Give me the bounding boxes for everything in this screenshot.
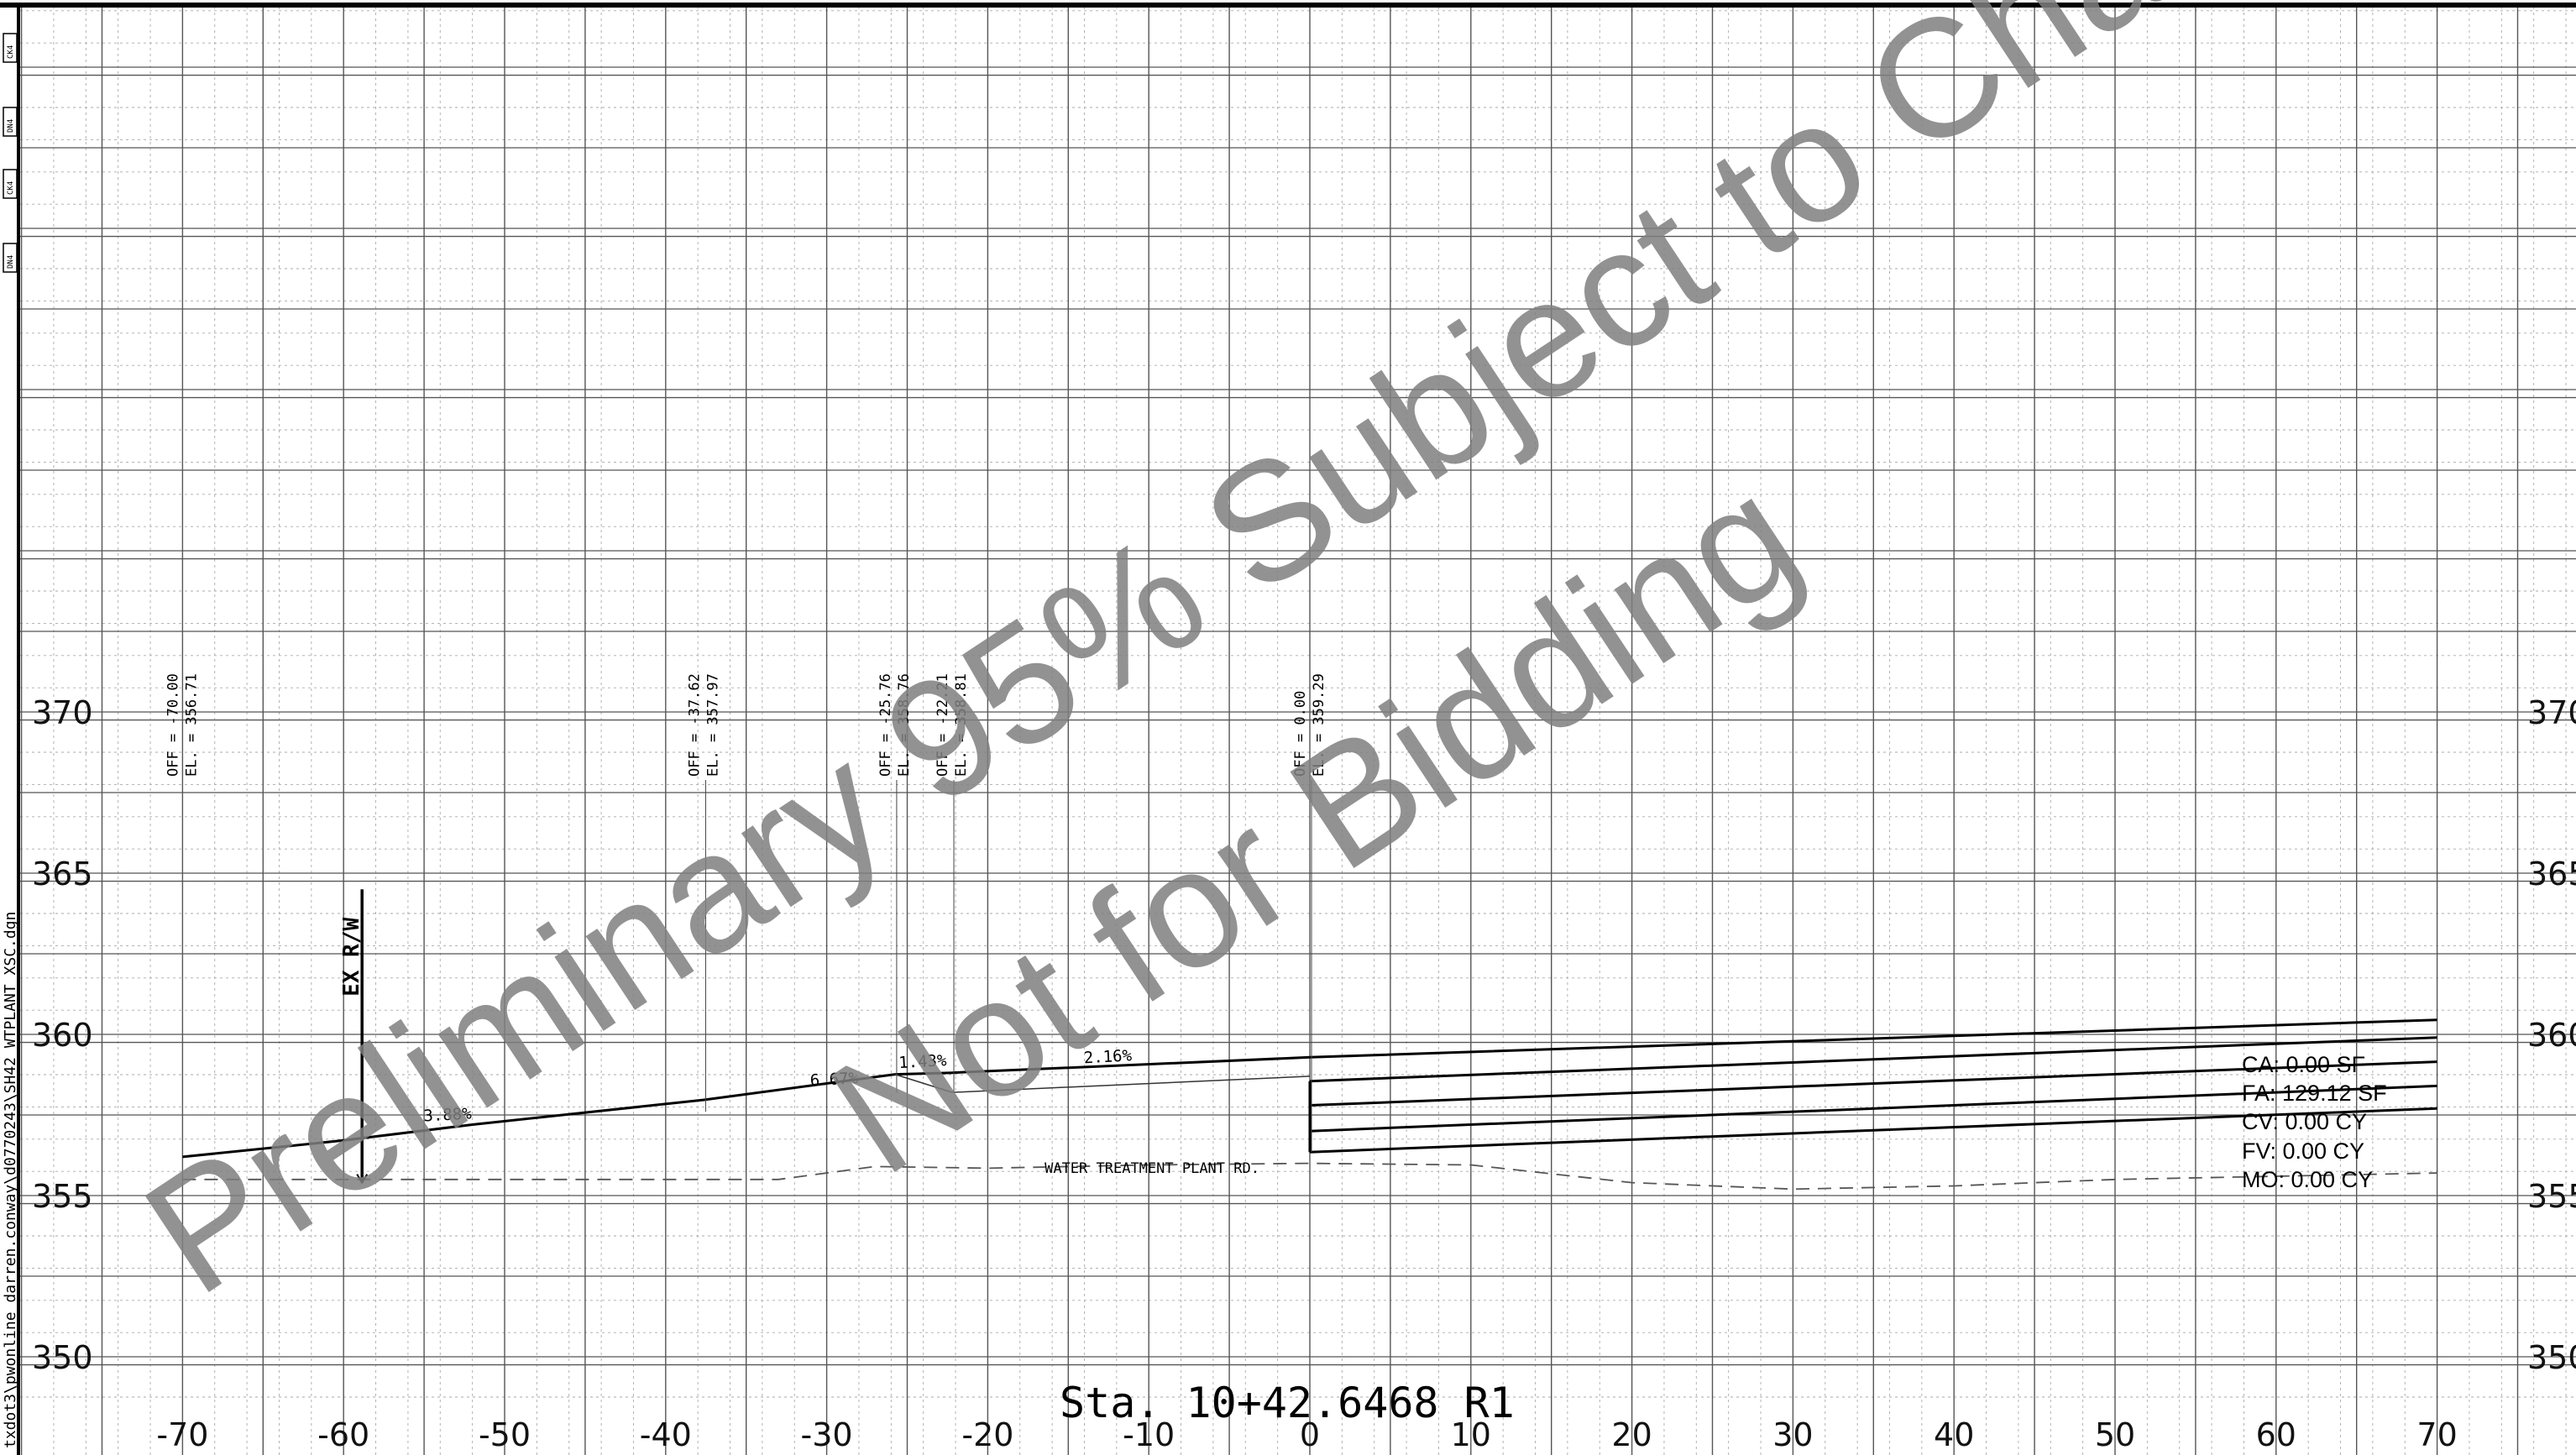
slope-labels: 3.88% 6.67% 1.43% 2.16% [423, 1046, 1133, 1125]
margin-box [3, 33, 18, 63]
row-marker-arrow [356, 1174, 369, 1185]
quantity-fv: FV: 0.00 CY [2242, 1138, 2364, 1164]
slope-label: 1.43% [898, 1051, 948, 1072]
major-grid [20, 7, 2576, 1455]
y-axis-labels-left: 350 355 360 365 370 [32, 694, 93, 1376]
y-tick-label-right: 370 [2527, 694, 2576, 731]
x-tick-label: -60 [317, 1416, 369, 1453]
y-tick-label: 355 [32, 1178, 93, 1215]
x-tick-label: 50 [2095, 1416, 2135, 1453]
pavement-layer-line [1309, 1060, 2437, 1107]
y-tick-label-right: 350 [2527, 1339, 2576, 1376]
slope-label: 3.88% [423, 1104, 473, 1125]
y-axis-labels-right: 350 355 360 365 370 [2527, 694, 2576, 1376]
elevation-text: EL. = 358.76 [896, 673, 913, 777]
file-path: txdot3\pwonline_darren.conway\d0770243\S… [2, 912, 19, 1448]
margin-box-label: DN4 [7, 255, 15, 269]
x-tick-label: 40 [1934, 1416, 1974, 1453]
subgrade-line [894, 1073, 1311, 1093]
margin-box-label: DN4 [7, 119, 15, 133]
offset-text: OFF = 0.00 [1292, 691, 1309, 777]
elevation-text: EL. = 358.81 [953, 673, 970, 777]
x-axis-labels: -70 -60 -50 -40 -30 -20 -10 0 10 20 30 40 50 60 70 [156, 1416, 2457, 1453]
x-tick-label: 0 [1300, 1416, 1320, 1453]
y-tick-label: 360 [32, 1017, 93, 1054]
slope-label: 6.67% [809, 1069, 859, 1090]
proposed-surface-line [182, 1018, 2437, 1159]
station-label: Sta. 10+42.6468 R1 [1060, 1379, 1515, 1427]
y-tick-label: 370 [32, 694, 93, 731]
quantity-mo: MO: 0.00 CY [2242, 1167, 2373, 1192]
offset-text: OFF = -25.76 [877, 673, 894, 777]
minor-grid [20, 7, 2576, 1455]
x-tick-label: -40 [640, 1416, 692, 1453]
offset-elevation-labels: OFF = -70.00 EL. = 356.71 OFF = -37.62 EL. … [165, 673, 1327, 1153]
x-tick-label: -10 [1123, 1416, 1175, 1453]
pavement-layer-line [1309, 1084, 2437, 1133]
margin-box-label: CK4 [7, 45, 15, 59]
x-tick-label: -70 [156, 1416, 208, 1453]
offset-label: OFF = -22.21 EL. = 358.81 [935, 673, 970, 1093]
y-tick-label-right: 360 [2527, 1017, 2576, 1054]
elevation-text: EL. = 356.71 [183, 673, 200, 777]
quantity-cv: CV: 0.00 CY [2242, 1109, 2367, 1134]
road-label: WATER TREATMENT PLANT RD. [1045, 1160, 1259, 1177]
pavement-layer-line [1309, 1107, 2437, 1154]
elevation-text: EL. = 359.29 [1311, 673, 1327, 777]
margin-box [3, 243, 18, 273]
offset-text: OFF = -22.21 [935, 673, 951, 777]
offset-label: OFF = -70.00 EL. = 356.71 [165, 673, 200, 777]
x-tick-label: 70 [2416, 1416, 2457, 1453]
y-tick-label: 365 [32, 856, 93, 892]
row-marker: EX R/W [339, 889, 369, 1185]
quantity-ca: CA: 0.00 SF [2242, 1052, 2365, 1077]
y-tick-label-right: 355 [2527, 1178, 2576, 1215]
x-tick-label: -20 [961, 1416, 1013, 1453]
existing-ground-line [182, 1162, 2437, 1191]
x-tick-label: -30 [801, 1416, 853, 1453]
slope-label: 2.16% [1083, 1046, 1133, 1067]
row-label: EX R/W [339, 918, 364, 997]
x-tick-label: -50 [479, 1416, 531, 1453]
offset-text: OFF = -37.62 [686, 673, 703, 777]
x-tick-label: 30 [1772, 1416, 1813, 1453]
x-tick-label: 10 [1451, 1416, 1491, 1453]
x-tick-label: 20 [1611, 1416, 1652, 1453]
cross-section-plot [182, 1018, 2437, 1191]
margin-box-label: CK4 [7, 181, 15, 195]
quantity-fa: FA: 129.12 SF [2242, 1081, 2387, 1106]
pavement-layer-line [1309, 1036, 2437, 1083]
offset-label: OFF = -37.62 EL. = 357.97 [686, 673, 721, 1112]
margin-check-boxes: CK4 DN4 CK4 DN4 [3, 33, 18, 273]
y-tick-label-right: 365 [2527, 856, 2576, 892]
offset-label: OFF = -25.76 EL. = 358.76 [877, 673, 913, 1093]
margin-box [3, 169, 18, 199]
y-tick-label: 350 [32, 1339, 93, 1376]
offset-label: OFF = 0.00 EL. = 359.29 [1292, 673, 1327, 1153]
margin-box [3, 107, 18, 137]
elevation-text: EL. = 357.97 [704, 673, 721, 777]
offset-text: OFF = -70.00 [165, 673, 181, 777]
x-tick-label: 60 [2256, 1416, 2296, 1453]
earthwork-quantities: CA: 0.00 SF FA: 129.12 SF CV: 0.00 CY FV… [2242, 1052, 2387, 1192]
